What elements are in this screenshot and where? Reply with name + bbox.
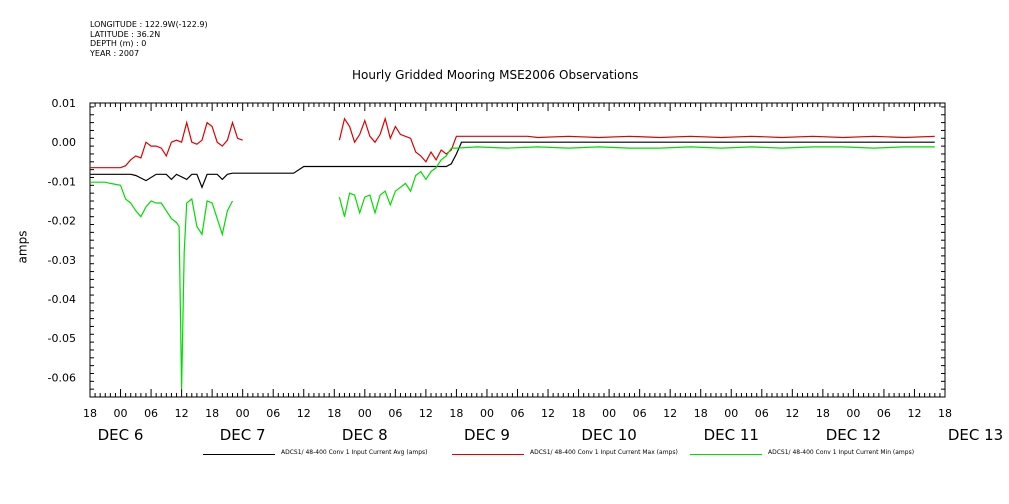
legend-swatch-avg: [203, 454, 275, 455]
x-day-label: DEC 12: [826, 426, 881, 444]
x-tick-label: 18: [938, 407, 952, 420]
x-day-label: DEC 8: [342, 426, 388, 444]
x-tick-label: 12: [541, 407, 555, 420]
year-label: YEAR : 2007: [90, 48, 140, 58]
x-tick-label: 06: [877, 407, 891, 420]
x-tick-label: 12: [297, 407, 311, 420]
chart-metadata: LONGITUDE : 122.9W(-122.9) LATITUDE : 36…: [90, 20, 208, 58]
x-tick-label: 18: [694, 407, 708, 420]
x-tick-label: 00: [358, 407, 372, 420]
x-tick-label: 06: [511, 407, 525, 420]
depth-label: DEPTH (m) : 0: [90, 39, 147, 48]
x-tick-label: 18: [205, 407, 219, 420]
x-tick-label: 06: [755, 407, 769, 420]
latitude-label: LATITUDE : 36.2N: [90, 29, 161, 39]
x-tick-label: 00: [236, 407, 250, 420]
x-tick-label: 06: [633, 407, 647, 420]
x-day-label: DEC 7: [220, 426, 266, 444]
y-tick-label: -0.02: [48, 215, 76, 228]
x-tick-label: 00: [114, 407, 128, 420]
x-tick-label: 12: [419, 407, 433, 420]
x-day-label: DEC 13: [948, 426, 1003, 444]
longitude-label: LONGITUDE : 122.9W(-122.9): [90, 20, 208, 29]
x-tick-label: 18: [83, 407, 97, 420]
series-line-max: [338, 116, 935, 163]
x-tick-label: 00: [602, 407, 616, 420]
x-day-label: DEC 9: [464, 426, 510, 444]
y-tick-label: -0.01: [48, 175, 76, 188]
chart-title: Hourly Gridded Mooring MSE2006 Observati…: [352, 68, 639, 82]
legend-label-min: ADCS1/ 48-400 Conv 1 Input Current Min (…: [768, 449, 915, 456]
x-tick-label: 00: [724, 407, 738, 420]
legend-swatch-max: [452, 454, 524, 455]
x-tick-label: 06: [266, 407, 280, 420]
legend-label-avg: ADCS1/ 48-400 Conv 1 Input Current Avg (…: [281, 449, 428, 456]
y-tick-label: -0.06: [48, 371, 76, 384]
series-line-min: [338, 146, 935, 217]
y-tick-label: 0.01: [52, 97, 77, 110]
x-tick-label: 12: [175, 407, 189, 420]
x-tick-label: 18: [816, 407, 830, 420]
x-tick-label: 12: [907, 407, 921, 420]
x-tick-label: 18: [572, 407, 586, 420]
legend-swatch-min: [690, 454, 762, 455]
x-tick-label: 18: [327, 407, 341, 420]
x-day-label: DEC 6: [98, 426, 144, 444]
series-line-min: [90, 181, 234, 390]
y-tick-label: -0.03: [48, 254, 76, 267]
x-tick-label: 18: [449, 407, 463, 420]
legend-label-max: ADCS1/ 48-400 Conv 1 Input Current Max (…: [530, 449, 678, 456]
x-tick-label: 06: [144, 407, 158, 420]
y-axis-label: amps: [15, 230, 30, 264]
series-line-avg: [90, 141, 935, 189]
x-tick-label: 12: [785, 407, 799, 420]
y-tick-label: -0.04: [48, 293, 76, 306]
x-tick-label: 12: [663, 407, 677, 420]
y-tick-label: -0.05: [48, 332, 76, 345]
y-tick-label: 0.00: [52, 136, 77, 149]
x-day-label: DEC 11: [704, 426, 759, 444]
x-tick-label: 00: [846, 407, 860, 420]
series-line-max: [90, 120, 243, 169]
x-tick-label: 06: [388, 407, 402, 420]
x-day-label: DEC 10: [581, 426, 636, 444]
x-tick-label: 00: [480, 407, 494, 420]
